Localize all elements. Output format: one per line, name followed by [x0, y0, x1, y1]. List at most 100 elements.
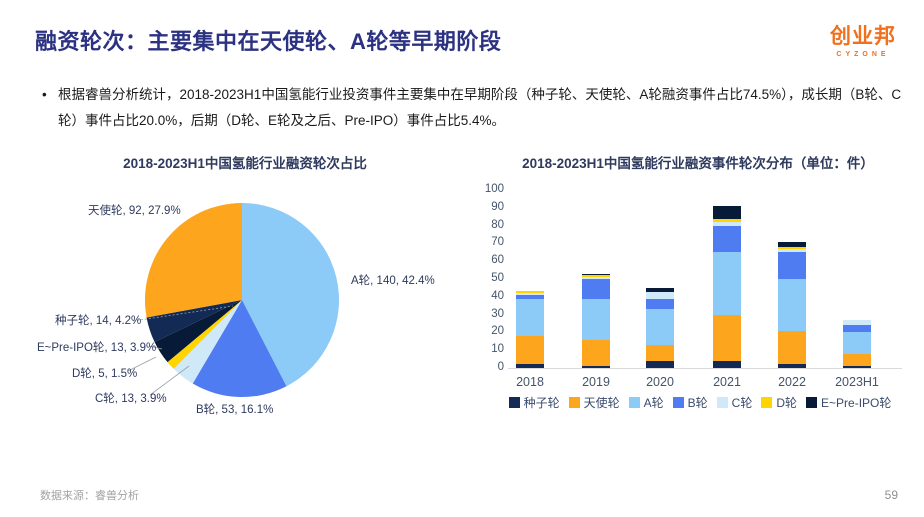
- bar-segment-2018-天使轮: [516, 335, 544, 365]
- bar-segment-2022-B轮: [778, 252, 806, 279]
- bar-segment-2020-天使轮: [646, 344, 674, 361]
- legend-label-A轮: A轮: [643, 396, 664, 410]
- pie-slice-种子轮: [146, 300, 242, 342]
- pie-leader-line: [148, 345, 163, 350]
- bar-segment-2018-A轮: [516, 298, 544, 336]
- bar-chart-plot: [513, 190, 895, 368]
- y-axis-label-70: 70: [491, 236, 504, 249]
- legend-label-C轮: C轮: [731, 396, 753, 410]
- logo-en-text: CYZONE: [836, 51, 890, 58]
- logo-cn-text: 创业邦: [830, 25, 896, 48]
- y-axis-label-100: 100: [484, 183, 504, 195]
- cyzone-logo: 创业邦 CYZONE: [830, 20, 896, 58]
- bar-chart-title: 2018-2023H1中国氢能行业融资事件轮次分布（单位：件）: [522, 156, 874, 171]
- bar-segment-2023H1-A轮: [843, 332, 871, 354]
- x-axis-label-2020: 2020: [646, 375, 674, 389]
- pie-slice-E~Pre-IPO轮: [154, 300, 242, 363]
- bar-segment-2019-C轮: [582, 277, 610, 279]
- pie-slice-A轮: [242, 203, 340, 387]
- bar-segment-2022-天使轮: [778, 330, 806, 365]
- bar-segment-2021-种子轮: [713, 360, 741, 368]
- bar-segment-2021-A轮: [713, 252, 741, 315]
- legend-label-B轮: B轮: [687, 396, 708, 410]
- pie-chart-title: 2018-2023H1中国氢能行业融资轮次占比: [123, 156, 367, 171]
- bar-segment-2018-B轮: [516, 295, 544, 299]
- x-axis-label-2021: 2021: [713, 375, 741, 389]
- pie-label-angel-round: 天使轮, 92, 27.9%: [88, 205, 181, 217]
- bar-segment-2018-C轮: [516, 293, 544, 295]
- pie-label-d-round: D轮, 5, 1.5%: [72, 368, 138, 380]
- bullet-dot: •: [42, 87, 47, 102]
- bar-segment-2019-种子轮: [582, 366, 610, 368]
- legend-swatch-A轮: [628, 397, 640, 408]
- bar-segment-2022-E~Pre-IPO轮: [778, 241, 806, 247]
- x-axis-line: [508, 368, 902, 369]
- bar-segment-2022-D轮: [778, 246, 806, 249]
- legend-item-D轮: D轮: [761, 394, 797, 411]
- y-axis-label-40: 40: [491, 289, 504, 302]
- bar-segment-2022-A轮: [778, 279, 806, 331]
- x-axis-label-2019: 2019: [582, 375, 610, 389]
- y-axis-label-10: 10: [491, 343, 504, 356]
- legend-item-B轮: B轮: [672, 394, 708, 411]
- data-source-note: 数据来源：睿兽分析: [40, 490, 139, 502]
- pie-slice-D轮: [167, 300, 242, 369]
- summary-text: 根据睿兽分析统计，2018-2023H1中国氢能行业投资事件主要集中在早期阶段（…: [58, 87, 902, 128]
- bar-segment-2018-D轮: [516, 291, 544, 294]
- bar-segment-2020-E~Pre-IPO轮: [646, 287, 674, 292]
- x-axis-label-2018: 2018: [516, 375, 544, 389]
- legend-item-种子轮: 种子轮: [508, 394, 560, 411]
- legend-label-种子轮: 种子轮: [523, 396, 560, 410]
- y-axis-label-90: 90: [491, 200, 504, 213]
- bar-segment-2021-D轮: [713, 218, 741, 222]
- pie-slice-B轮: [192, 300, 287, 398]
- bar-segment-2019-D轮: [582, 275, 610, 278]
- legend-item-天使轮: 天使轮: [568, 394, 620, 411]
- bar-segment-2023H1-C轮: [843, 320, 871, 326]
- bar-segment-2021-B轮: [713, 225, 741, 253]
- bar-segment-2020-B轮: [646, 298, 674, 310]
- bar-segment-2022-种子轮: [778, 364, 806, 368]
- legend-label-D轮: D轮: [776, 396, 798, 410]
- bar-chart-legend: 种子轮 天使轮 A轮 B轮 C轮 D轮 E~Pre-IPO轮: [500, 394, 900, 411]
- bar-segment-2022-C轮: [778, 248, 806, 253]
- pie-slice-C轮: [173, 300, 242, 384]
- bar-segment-2023H1-B轮: [843, 325, 871, 333]
- legend-swatch-C轮: [716, 397, 728, 408]
- pie-leader-line: [127, 356, 157, 372]
- x-axis-label-2022: 2022: [778, 375, 806, 389]
- pie-label-e-preipo-round: E~Pre-IPO轮, 13, 3.9%: [37, 342, 157, 354]
- legend-item-C轮: C轮: [716, 394, 753, 411]
- bar-segment-2019-E~Pre-IPO轮: [582, 273, 610, 276]
- legend-item-A轮: A轮: [628, 394, 664, 411]
- y-axis-label-0: 0: [497, 361, 504, 373]
- pie-leader-line: [132, 305, 234, 322]
- pie-label-c-round: C轮, 13, 3.9%: [95, 393, 167, 405]
- bar-segment-2020-C轮: [646, 291, 674, 299]
- summary-paragraph: • 根据睿兽分析统计，2018-2023H1中国氢能行业投资事件主要集中在早期阶…: [40, 82, 902, 134]
- y-axis-label-30: 30: [491, 307, 504, 320]
- bar-segment-2021-C轮: [713, 222, 741, 226]
- y-axis-label-60: 60: [491, 254, 504, 267]
- pie-label-b-round: B轮, 53, 16.1%: [196, 404, 274, 416]
- legend-label-E~Pre-IPO轮: E~Pre-IPO轮: [821, 396, 892, 410]
- y-axis-label-80: 80: [491, 218, 504, 231]
- bar-segment-2021-E~Pre-IPO轮: [713, 206, 741, 219]
- pie-slice-天使轮: [144, 203, 242, 318]
- legend-swatch-种子轮: [508, 397, 520, 408]
- bar-segment-2019-A轮: [582, 298, 610, 340]
- pie-leader-line: [149, 365, 190, 396]
- page-number: 59: [884, 488, 898, 502]
- bar-segment-2018-种子轮: [516, 364, 544, 368]
- pie-label-a-round: A轮, 140, 42.4%: [351, 275, 435, 287]
- y-axis-label-20: 20: [491, 325, 504, 338]
- bar-segment-2023H1-天使轮: [843, 353, 871, 367]
- x-axis-label-2023H1: 2023H1: [835, 375, 879, 389]
- legend-item-E~Pre-IPO轮: E~Pre-IPO轮: [806, 394, 891, 411]
- bar-segment-2019-B轮: [582, 279, 610, 299]
- bar-segment-2023H1-种子轮: [843, 366, 871, 368]
- legend-swatch-E~Pre-IPO轮: [806, 397, 818, 408]
- bar-segment-2020-种子轮: [646, 360, 674, 368]
- legend-swatch-D轮: [761, 397, 773, 408]
